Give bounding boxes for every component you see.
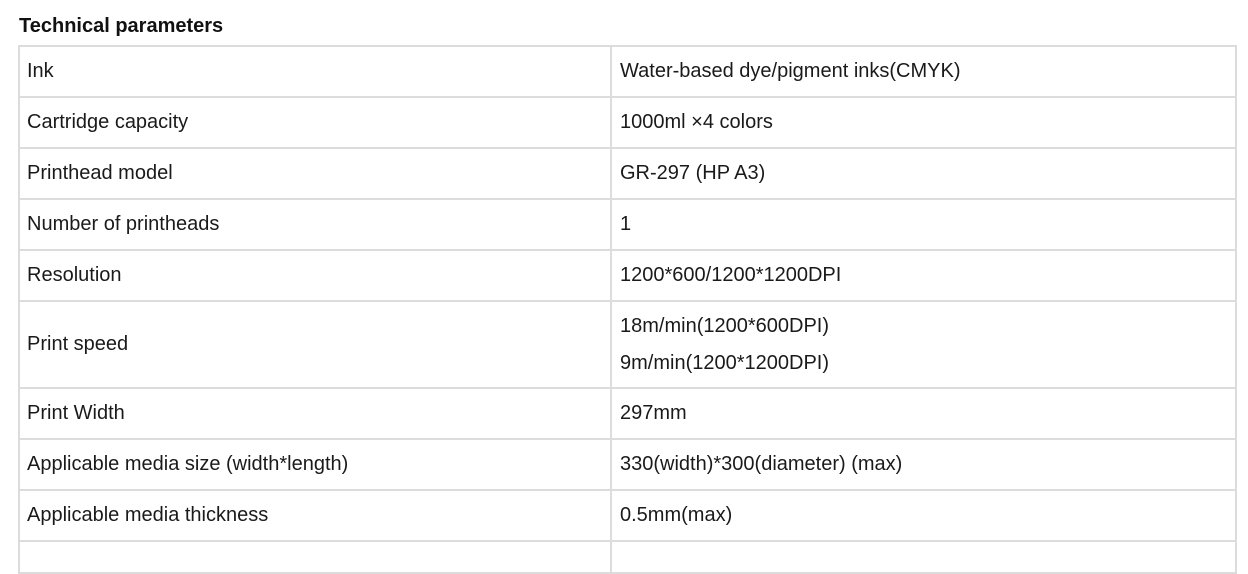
parameter-value-line: 1000ml ×4 colors: [620, 111, 773, 133]
parameter-name: Resolution: [18, 249, 612, 302]
parameter-name: Print Width: [18, 387, 612, 440]
table-row: Print Width 297mm: [18, 387, 1237, 440]
parameter-value: 297mm: [610, 387, 1237, 440]
parameter-name: Ink: [18, 45, 612, 98]
parameter-name: Print speed: [18, 300, 612, 389]
parameter-name: Printhead model: [18, 147, 612, 200]
parameter-value-line: 1: [620, 213, 632, 235]
parameter-value: 330(width)*300(diameter) (max): [610, 438, 1237, 491]
table-row: Applicable media size (width*length) 330(…: [18, 438, 1237, 491]
table-row: Applicable media thickness 0.5mm(max): [18, 489, 1237, 542]
parameter-value-line: 18m/min(1200*600DPI): [620, 314, 829, 337]
table-row: Print speed 18m/min(1200*600DPI) 9m/min(12…: [18, 300, 1237, 389]
parameter-value: 18m/min(1200*600DPI) 9m/min(1200*1200DPI): [610, 300, 1237, 389]
parameter-value: GR-297 (HP A3): [610, 147, 1237, 200]
parameter-value: 1200*600/1200*1200DPI: [610, 249, 1237, 302]
table-row: [18, 540, 1237, 574]
table-row: Resolution 1200*600/1200*1200DPI: [18, 249, 1237, 302]
parameter-name: Cartridge capacity: [18, 96, 612, 149]
parameter-value-line: 1200*600/1200*1200DPI: [620, 264, 842, 286]
parameter-value-line: 297mm: [620, 402, 687, 424]
parameter-value: Water-based dye/pigment inks(CMYK): [610, 45, 1237, 98]
parameter-value-line: 0.5mm(max): [620, 504, 733, 526]
parameter-name: [18, 540, 612, 574]
parameter-value-line: Water-based dye/pigment inks(CMYK): [620, 60, 961, 82]
parameter-name: Applicable media size (width*length): [18, 438, 612, 491]
section-title: Technical parameters: [19, 15, 224, 37]
technical-parameters-table: Ink Water-based dye/pigment inks(CMYK) Car…: [18, 45, 1237, 574]
parameter-value: [610, 540, 1237, 574]
parameter-value-line: 9m/min(1200*1200DPI): [620, 351, 829, 374]
parameter-value-line: GR-297 (HP A3): [620, 162, 766, 184]
parameter-value: 1: [610, 198, 1237, 251]
table-row: Cartridge capacity 1000ml ×4 colors: [18, 96, 1237, 149]
parameter-name: Number of printheads: [18, 198, 612, 251]
parameter-name: Applicable media thickness: [18, 489, 612, 542]
parameter-value-line: 330(width)*300(diameter) (max): [620, 453, 903, 475]
table-row: Number of printheads 1: [18, 198, 1237, 251]
table-row: Printhead model GR-297 (HP A3): [18, 147, 1237, 200]
table-row: Ink Water-based dye/pigment inks(CMYK): [18, 45, 1237, 98]
parameter-value: 1000ml ×4 colors: [610, 96, 1237, 149]
parameter-value: 0.5mm(max): [610, 489, 1237, 542]
